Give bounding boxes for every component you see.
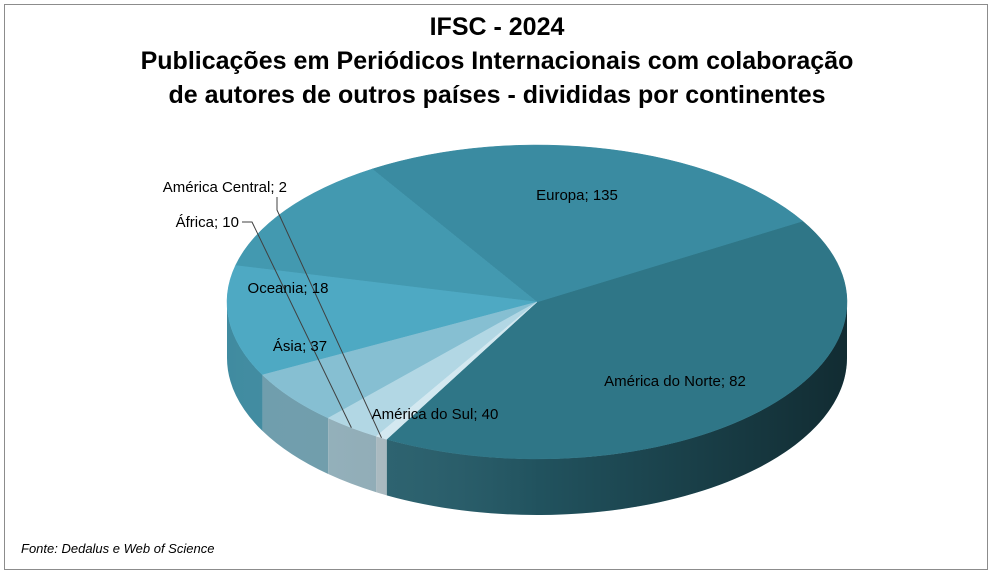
slice-america-central bbox=[375, 301, 538, 440]
title-line-2: Publicações em Periódicos Internacionais… bbox=[140, 47, 854, 75]
slice-america-do-sul bbox=[235, 168, 538, 303]
slice-asia bbox=[226, 265, 538, 376]
data-label-america-do-norte: América do Norte; 82 bbox=[604, 373, 746, 390]
data-label-oceania: Oceania; 18 bbox=[248, 280, 329, 297]
pie-side-shading bbox=[227, 302, 847, 515]
title-line-3: de autores de outros países - divididas … bbox=[168, 81, 826, 109]
data-label-america-do-sul: América do Sul; 40 bbox=[372, 406, 499, 423]
data-label-america-central: América Central; 2 bbox=[163, 179, 287, 196]
data-label-europa: Europa; 135 bbox=[536, 187, 618, 204]
chart-title: IFSC - 2024 Publicações em Periódicos In… bbox=[0, 10, 994, 112]
leader-line-america-central bbox=[276, 197, 382, 439]
title-line-1: IFSC - 2024 bbox=[429, 13, 565, 41]
chart-source: Fonte: Dedalus e Web of Science bbox=[21, 541, 215, 556]
data-label-africa: África; 10 bbox=[176, 214, 239, 231]
leader-line-africa bbox=[242, 221, 352, 428]
slice-europa bbox=[386, 220, 848, 460]
slice-america-do-norte bbox=[371, 144, 804, 303]
data-label-asia: Ásia; 37 bbox=[273, 338, 327, 355]
